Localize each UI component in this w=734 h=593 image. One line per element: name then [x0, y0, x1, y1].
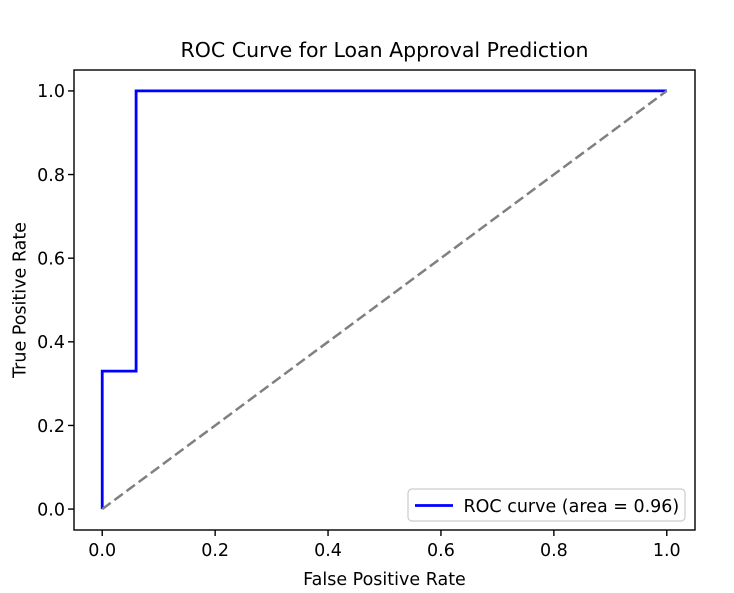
axes-frame [73, 69, 696, 531]
roc-curve-line [100, 89, 667, 510]
x-tick-label: 1.0 [653, 541, 681, 561]
x-tick-label: 0.6 [427, 541, 455, 561]
chance-diagonal-line [101, 89, 668, 511]
x-tick-label: 0.0 [88, 541, 116, 561]
y-tick-label: 1.0 [37, 82, 65, 102]
y-axis-ticks: 0.0 0.2 0.4 0.6 0.8 1.0 [37, 82, 74, 520]
legend-label: ROC curve (area = 0.96) [464, 497, 680, 517]
y-tick-label: 0.6 [37, 249, 65, 269]
x-axis-ticks: 0.0 0.2 0.4 0.6 0.8 1.0 [88, 530, 681, 561]
y-tick-label: 0.2 [37, 417, 65, 437]
plot-series [100, 89, 668, 511]
y-tick-label: 0.8 [37, 166, 65, 186]
chart-title: ROC Curve for Loan Approval Prediction [181, 38, 589, 62]
legend: ROC curve (area = 0.96) [407, 488, 686, 522]
y-axis-label: True Positive Rate [11, 222, 31, 379]
x-axis-label: False Positive Rate [303, 570, 466, 590]
x-tick-label: 0.8 [540, 541, 568, 561]
y-tick-label: 0.0 [37, 500, 65, 520]
x-tick-label: 0.4 [314, 541, 342, 561]
legend-box [407, 488, 686, 522]
y-tick-label: 0.4 [37, 333, 65, 353]
x-tick-label: 0.2 [201, 541, 229, 561]
